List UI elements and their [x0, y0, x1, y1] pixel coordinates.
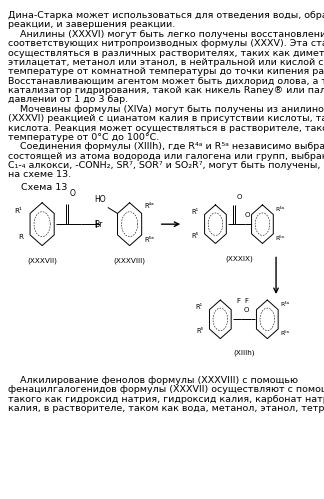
Text: O: O — [237, 194, 242, 200]
Text: O: O — [245, 212, 250, 218]
Text: O: O — [69, 189, 75, 198]
Text: R⁵ᵃ: R⁵ᵃ — [144, 238, 154, 244]
Text: (XXXIX): (XXXIX) — [225, 255, 253, 261]
Text: R: R — [18, 235, 23, 241]
Text: кислота. Реакция может осуществляться в растворителе, таком как вода, и при: кислота. Реакция может осуществляться в … — [8, 124, 324, 133]
Text: Восстанавливающим агентом может быть дихлорид олова, а также водород плюс: Восстанавливающим агентом может быть дих… — [8, 77, 324, 86]
Text: R⁴ᵃ: R⁴ᵃ — [275, 207, 284, 212]
Text: R⁴ᵃ: R⁴ᵃ — [144, 204, 154, 210]
Text: R⁵ᵃ: R⁵ᵃ — [275, 237, 284, 242]
Text: (XXXVIII): (XXXVIII) — [114, 257, 145, 264]
Text: состоящей из атома водорода или галогена или групп, выбранных из C₁-₄ алкила,: состоящей из атома водорода или галогена… — [8, 152, 324, 161]
Text: калия, в растворителе, таком как вода, метанол, этанол, тетрагидрофуран,: калия, в растворителе, таком как вода, м… — [8, 404, 324, 413]
Text: Схема 13: Схема 13 — [21, 183, 67, 192]
Text: Алкилирование фенолов формулы (XXXVIII) с помощью: Алкилирование фенолов формулы (XXXVIII) … — [8, 376, 298, 385]
Text: (XIIIh): (XIIIh) — [233, 349, 255, 356]
Text: R⁵ᵃ: R⁵ᵃ — [280, 331, 289, 336]
Text: R¹: R¹ — [14, 208, 22, 214]
Text: HO: HO — [95, 195, 106, 204]
Text: R¹: R¹ — [196, 304, 203, 310]
Text: этилацетат, метанол или этанол, в нейтральной или кислой среде и при: этилацетат, метанол или этанол, в нейтра… — [8, 58, 324, 67]
Text: Мочевины формулы (XIVa) могут быть получены из анилинов формулы: Мочевины формулы (XIVa) могут быть получ… — [8, 105, 324, 114]
Text: (XXXVII): (XXXVII) — [27, 257, 57, 264]
Text: R⁵: R⁵ — [196, 328, 203, 334]
Text: Дина-Старка может использоваться для отведения воды, образующейся в ходе: Дина-Старка может использоваться для отв… — [8, 11, 324, 20]
Text: R⁴ᵃ: R⁴ᵃ — [280, 302, 289, 307]
Text: катализатор гидрирования, такой как никель Raney® или палладий на угле, при: катализатор гидрирования, такой как нике… — [8, 86, 324, 95]
Text: R⁵: R⁵ — [191, 234, 199, 240]
Text: O: O — [243, 307, 249, 313]
Text: C₁-₄ алкокси, -CONH₂, SR⁷, SOR⁷ и SO₂R⁷, могут быть получены, как показано: C₁-₄ алкокси, -CONH₂, SR⁷, SOR⁷ и SO₂R⁷,… — [8, 161, 324, 170]
Text: R¹: R¹ — [191, 209, 198, 215]
Text: +: + — [90, 218, 101, 231]
Text: F: F — [245, 298, 249, 304]
Text: Анилины (XXXVI) могут быть легко получены восстановлением: Анилины (XXXVI) могут быть легко получен… — [8, 30, 324, 39]
Text: Br: Br — [94, 220, 103, 229]
Text: такого как гидроксид натрия, гидроксид калия, карбонат натрия или карбонат: такого как гидроксид натрия, гидроксид к… — [8, 395, 324, 404]
Text: F: F — [237, 298, 240, 304]
Text: температуре от 0°C до 100°C.: температуре от 0°C до 100°C. — [8, 133, 159, 142]
Text: соответствующих нитропроизводных формулы (XXXV). Эта стадия может: соответствующих нитропроизводных формулы… — [8, 39, 324, 48]
Text: на схеме 13.: на схеме 13. — [8, 171, 71, 180]
Text: Соединения формулы (XIIIh), где R⁴ᵃ и R⁵ᵃ независимо выбраны из группы,: Соединения формулы (XIIIh), где R⁴ᵃ и R⁵… — [8, 142, 324, 151]
Text: фенацилгалогенидов формулы (XXXVII) осуществляют с помощью основания,: фенацилгалогенидов формулы (XXXVII) осущ… — [8, 385, 324, 394]
Text: температуре от комнатной температуры до точки кипения растворителя.: температуре от комнатной температуры до … — [8, 67, 324, 76]
Text: давлении от 1 до 3 бар.: давлении от 1 до 3 бар. — [8, 95, 128, 104]
Text: (XXXVI) реакцией с цианатом калия в присутствии кислоты, такой как уксусная: (XXXVI) реакцией с цианатом калия в прис… — [8, 114, 324, 123]
Text: реакции, и завершения реакции.: реакции, и завершения реакции. — [8, 20, 175, 29]
Text: осуществляться в различных растворителях, таких как диметилформамид,: осуществляться в различных растворителях… — [8, 48, 324, 57]
